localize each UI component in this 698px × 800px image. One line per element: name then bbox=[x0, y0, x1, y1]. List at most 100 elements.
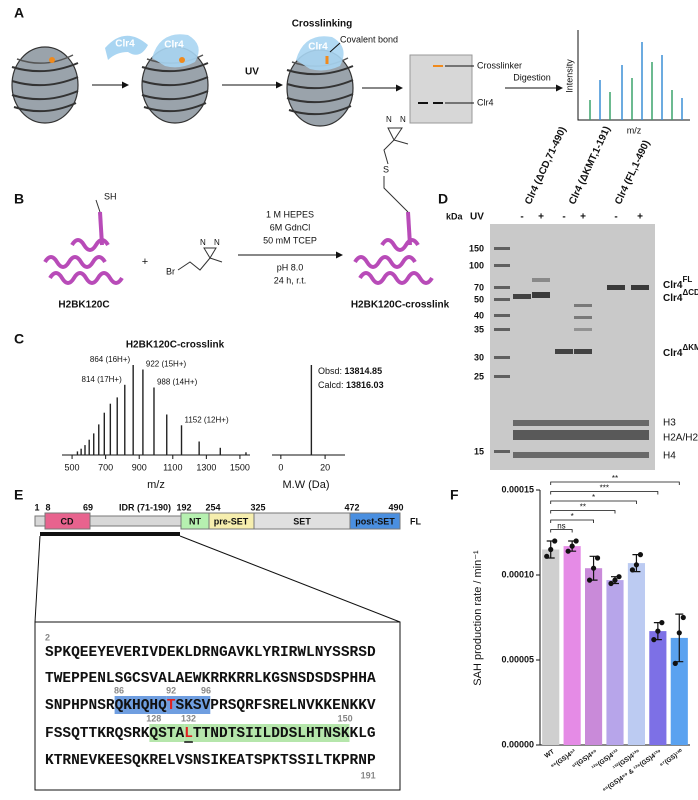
highlight bbox=[184, 724, 193, 742]
band-sup: FL bbox=[682, 275, 692, 284]
crosslinking-label: Crosslinking bbox=[292, 19, 353, 30]
protein-ribbon bbox=[353, 211, 434, 285]
band-label: H4 bbox=[663, 451, 676, 462]
band-name: Clr4 bbox=[663, 348, 683, 359]
lane-header: Clr4 (FL,1-490) bbox=[613, 139, 652, 207]
domain-number: 325 bbox=[250, 502, 265, 512]
band-name: Clr4 bbox=[663, 280, 683, 291]
data-point bbox=[569, 543, 575, 549]
data-point bbox=[676, 630, 682, 636]
residue-number: 86 bbox=[114, 685, 124, 695]
bar bbox=[542, 549, 560, 745]
data-point bbox=[633, 562, 640, 568]
sequence-segment: T bbox=[167, 698, 176, 714]
data-point bbox=[608, 580, 614, 587]
atom-label: N bbox=[386, 115, 392, 124]
domain-label: NT bbox=[189, 516, 201, 526]
nucleosome bbox=[11, 46, 79, 124]
atom-label: N bbox=[400, 115, 406, 124]
domain-number: 69 bbox=[83, 502, 93, 512]
obsd: Obsd: 13814.85 bbox=[318, 366, 382, 376]
y-tick-label: 0.00010 bbox=[501, 569, 534, 579]
significance-label: ** bbox=[612, 474, 618, 483]
ladder-band bbox=[494, 264, 510, 267]
highlight bbox=[149, 724, 185, 742]
peak-label: 1152 (12H+) bbox=[185, 415, 229, 424]
x-tick-label: 20 bbox=[320, 462, 330, 472]
x-axis-label: m/z bbox=[147, 479, 165, 491]
bar bbox=[585, 568, 603, 745]
sequence-segment: SKSV bbox=[176, 698, 211, 714]
x-axis-label: m/z bbox=[627, 125, 642, 135]
data-point bbox=[616, 574, 622, 580]
bar bbox=[563, 546, 581, 745]
domain-number: 192 bbox=[176, 502, 191, 512]
significance-label: * bbox=[592, 493, 595, 502]
domain-label: post-SET bbox=[355, 516, 395, 526]
residue-number: 132 bbox=[181, 713, 196, 723]
clr4-shape bbox=[105, 35, 148, 60]
obsd-label: Obsd: bbox=[318, 366, 342, 376]
marker-label: 150 bbox=[469, 243, 484, 253]
y-axis-label: Intensity bbox=[564, 59, 574, 93]
y-tick-label: 0.00000 bbox=[501, 739, 534, 749]
band-label: Clr4ΔKMT bbox=[663, 343, 698, 359]
bar bbox=[649, 631, 667, 745]
ladder-band bbox=[494, 328, 510, 331]
sequence-segment: SNPHPNSR bbox=[45, 698, 115, 714]
uv-state: - bbox=[614, 212, 617, 223]
uv-state: + bbox=[637, 212, 643, 223]
sequence-segment: QKHQHQ bbox=[115, 698, 168, 714]
domain-number: 1 bbox=[34, 502, 39, 512]
clr4-band-label: Clr4 bbox=[477, 97, 494, 107]
plus: + bbox=[142, 256, 148, 268]
covalent-bond-label: Covalent bond bbox=[340, 34, 398, 44]
lane-header: Clr4 (ΔCD,71-490) bbox=[523, 125, 569, 206]
data-point bbox=[637, 552, 644, 558]
domain-number: 490 bbox=[388, 502, 403, 512]
peak-label: 814 (17H+) bbox=[82, 375, 123, 384]
x-tick-label: ⁸⁷(GS)¹³⁰ bbox=[658, 747, 685, 769]
x-tick-label: 1300 bbox=[196, 462, 216, 472]
fl-label: FL bbox=[410, 516, 421, 526]
data-point bbox=[612, 577, 618, 583]
data-point bbox=[552, 538, 558, 544]
highlight bbox=[166, 696, 176, 714]
panel-a: Clr4 Clr4 UV Clr4 Crosslinking Covalent … bbox=[11, 19, 690, 135]
domain-label: CD bbox=[61, 516, 74, 526]
marker-label: 40 bbox=[474, 310, 484, 320]
highlight bbox=[114, 696, 167, 714]
crosslinker-label: Crosslinker bbox=[477, 60, 522, 70]
crosslink-site bbox=[179, 57, 185, 63]
x-tick-label: WT bbox=[544, 748, 556, 760]
band-sup: ΔCD bbox=[682, 288, 698, 297]
significance-label: ** bbox=[580, 503, 586, 512]
clr4-shape bbox=[152, 34, 199, 68]
band-label: Clr4ΔCD bbox=[663, 288, 698, 304]
marker-label: 100 bbox=[469, 260, 484, 270]
domain-number: 8 bbox=[45, 502, 50, 512]
band-sup: ΔKMT bbox=[682, 343, 698, 352]
marker-label: 30 bbox=[474, 352, 484, 362]
panel-label: F bbox=[450, 487, 459, 503]
data-point bbox=[659, 620, 665, 626]
reagent-structure bbox=[177, 247, 223, 271]
data-point bbox=[651, 637, 657, 643]
marker-label: 35 bbox=[474, 324, 484, 334]
residue-number: 92 bbox=[166, 685, 176, 695]
enzyme-label: Clr4 bbox=[308, 42, 328, 53]
band-label: H2A/H2B bbox=[663, 433, 698, 444]
data-point bbox=[672, 660, 678, 667]
digestion-label: Digestion bbox=[513, 72, 551, 82]
uv-label: UV bbox=[245, 67, 259, 78]
domain-label: pre-SET bbox=[214, 516, 249, 526]
residue-number: 128 bbox=[146, 713, 161, 723]
uv-state: - bbox=[562, 212, 565, 223]
ladder-band bbox=[494, 286, 510, 289]
highlight bbox=[192, 724, 350, 742]
data-point bbox=[655, 628, 661, 634]
atom-label: N bbox=[214, 238, 220, 247]
atom-label: Br bbox=[166, 266, 175, 276]
significance-label: *** bbox=[600, 484, 609, 493]
condition: 24 h, r.t. bbox=[274, 275, 307, 285]
